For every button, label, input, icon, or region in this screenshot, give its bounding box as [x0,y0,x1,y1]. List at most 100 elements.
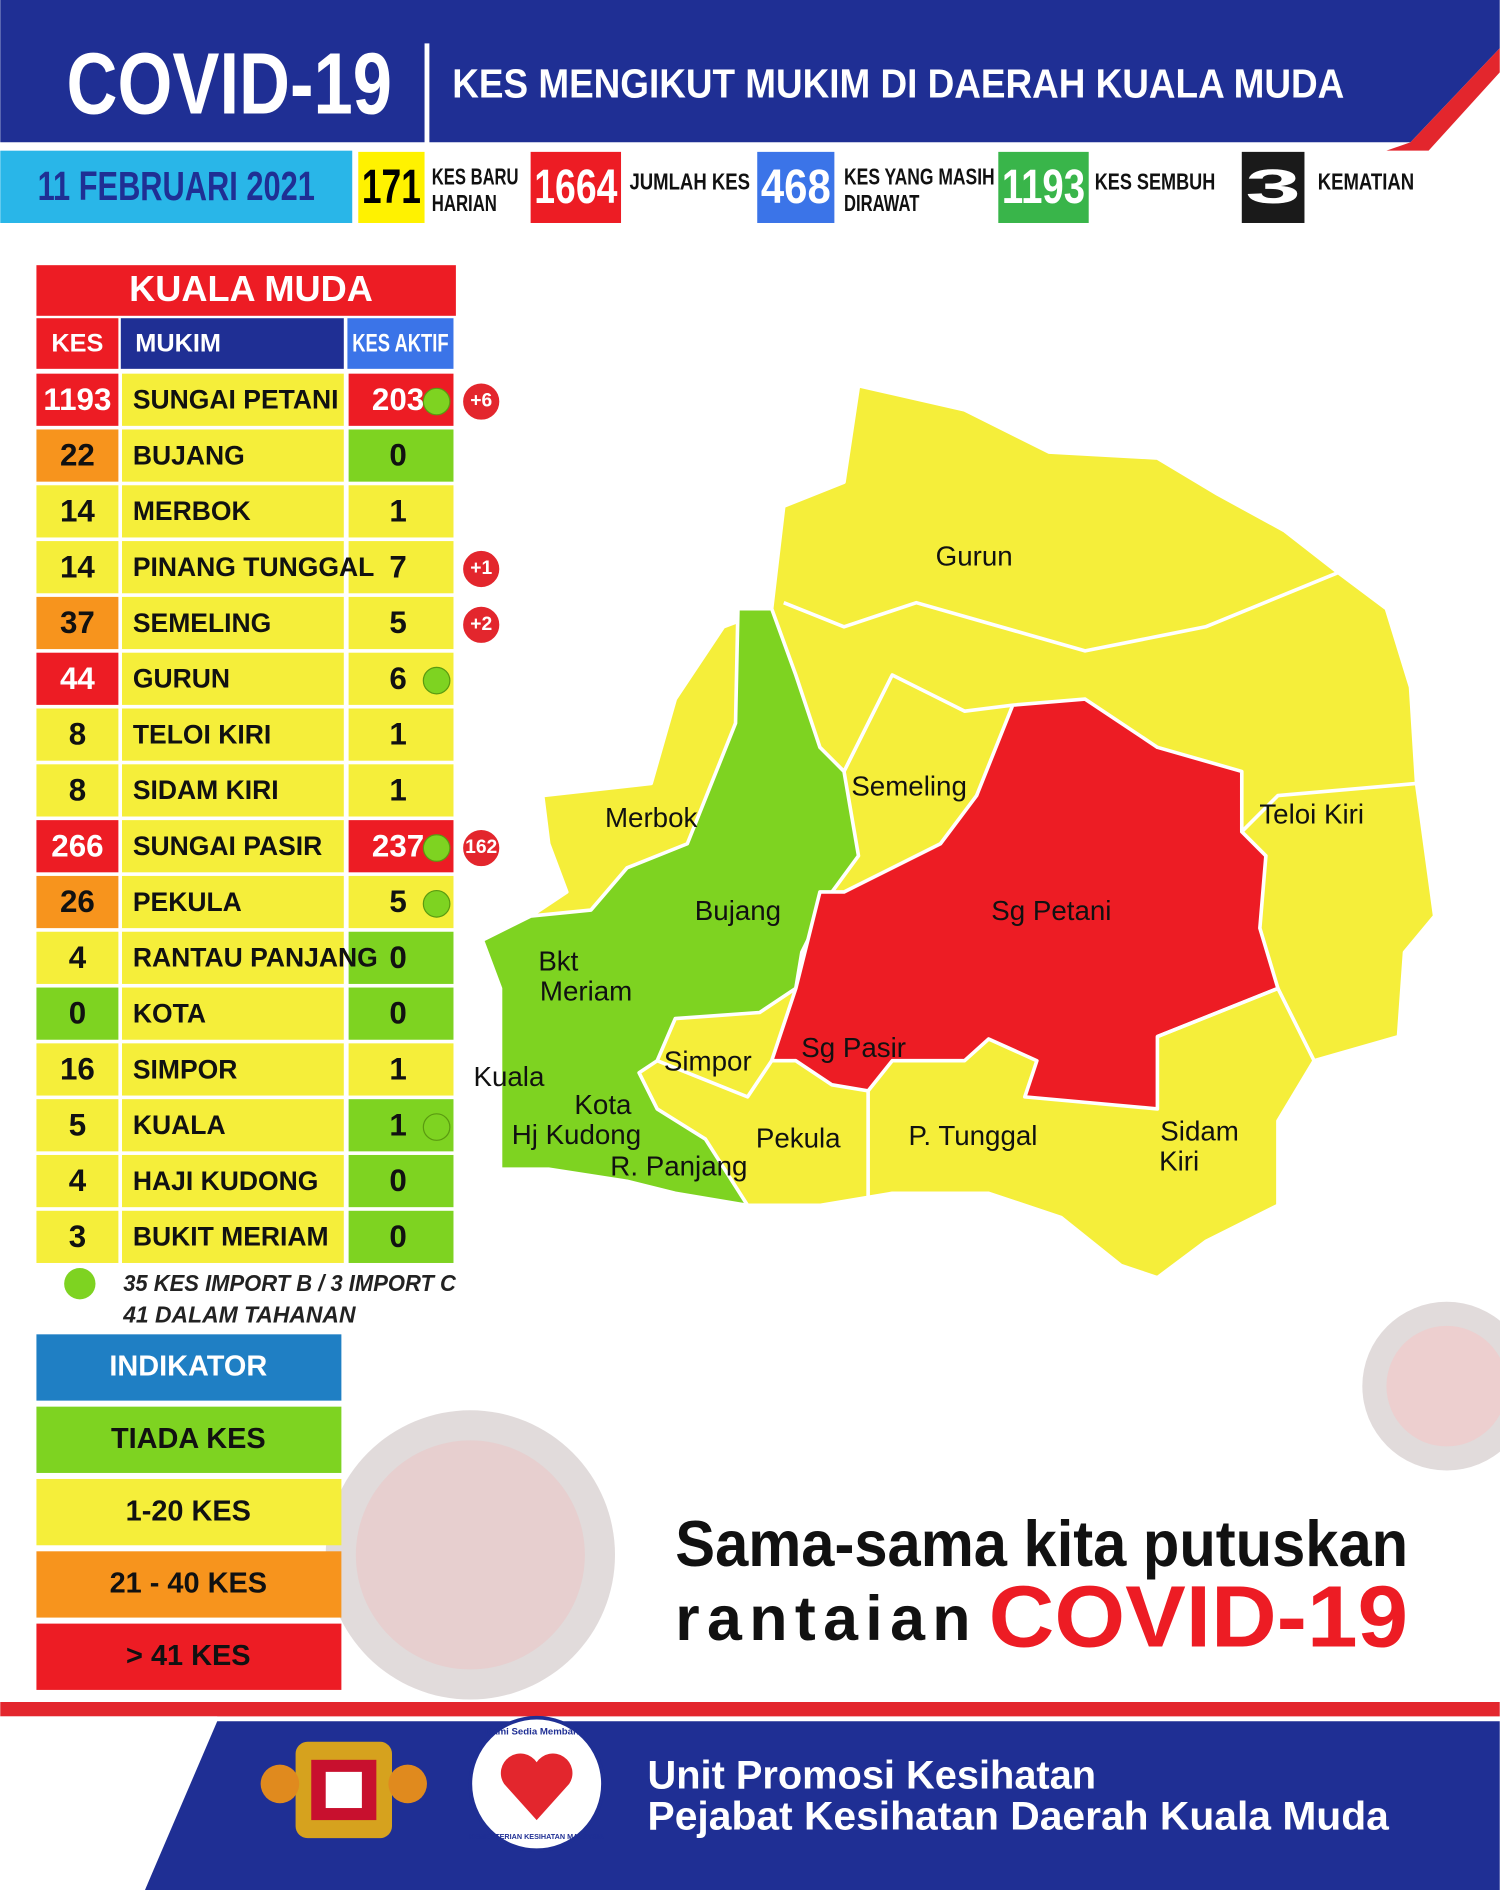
kes-cell [36,373,119,426]
aktif-cell [348,708,454,761]
mukim-cell [122,485,344,538]
aktif-value: 5 [389,605,406,640]
mukim-cell [122,1154,344,1208]
kes-value: 1193 [43,382,111,417]
table-header-cell [347,318,454,369]
import-dot [422,834,451,862]
aktif-cell [348,987,454,1040]
legend-title: INDIKATOR [109,1351,267,1383]
kes-cell [36,875,119,929]
stat-box [998,151,1089,223]
map-label: Pekula [756,1123,841,1154]
mukim-cell [122,1043,344,1096]
map-border [1156,986,1316,1062]
kes-cell [36,596,119,650]
kes-cell [36,1210,119,1263]
kes-cell [36,1099,119,1152]
slogan: rantaian [675,1584,970,1654]
stat-label: DIRAWAT [844,190,919,216]
aktif-cell [348,1154,454,1208]
divider [424,43,430,145]
stat-label: KES BARU [432,163,519,189]
mukim-name: HAJI KUDONG [133,1166,319,1196]
table: KES MUKIM KES AKTIF 1193 SUNGAI PETANI 203 +6 2… [36,318,502,1263]
mukim-cell [122,987,344,1040]
mukim-name: BUJANG [133,440,245,470]
kes-cell [36,485,119,538]
mukim-name: RANTAU PANJANG [133,943,378,973]
aktif-value: 0 [389,940,406,975]
kes-value: 14 [60,549,95,584]
stat-value: 3 [1245,160,1300,214]
badge-text: +1 [470,558,492,579]
mukim-name: SIMPOR [133,1054,238,1084]
kes-value: 16 [60,1052,95,1087]
map-label: Sidam [1160,1115,1239,1146]
import-dot [422,889,451,918]
map-label: Teloi Kiri [1259,798,1364,829]
aktif-value: 1 [389,1107,406,1142]
map-label: Semeling [851,771,967,802]
table-header: KES [51,329,103,357]
kes-value: 3 [69,1219,86,1254]
logo-text: KEMENTERIAN KESIHATAN MALAYSIA [469,1832,605,1841]
badge [460,827,502,869]
map-label: Kiri [1159,1145,1199,1176]
kes-value: 4 [69,1163,87,1198]
footer-text: Unit Promosi Kesihatan [648,1753,1097,1797]
note: 35 KES IMPORT B / 3 IMPORT C [123,1270,456,1296]
slogan: Sama-sama kita putuskan [675,1507,1408,1580]
kes-value: 4 [69,940,87,975]
stat-value: 468 [761,160,831,214]
aktif-cell [348,1210,454,1263]
aktif-value: 5 [389,884,406,919]
legend-title-box [36,1334,342,1401]
aktif-value: 1 [389,773,406,808]
date: 11 FEBRUARI 2021 [38,163,315,209]
kkm-heart [500,1753,573,1821]
kes-value: 44 [60,661,95,696]
kes-value: 14 [60,493,95,528]
map-label: P. Tunggal [909,1120,1038,1151]
badge-text: +2 [470,614,492,635]
import-dot [64,1268,96,1300]
kes-value: 8 [69,717,86,752]
footer-stripe [0,1701,1500,1717]
kes-cell [36,541,119,594]
kes-value: 26 [60,884,95,919]
aktif-value: 0 [389,1219,406,1254]
aktif-cell [348,596,454,650]
mukim-name: PINANG TUNGGAL [133,552,374,582]
map-label: Gurun [936,540,1013,571]
virus-decoration [325,1301,1500,1700]
stat-value: 1193 [1002,160,1085,214]
aktif-value: 203 [372,382,424,417]
legend-box [36,1406,342,1473]
map-label: Hj Kudong [512,1119,641,1150]
kes-value: 266 [51,828,103,863]
table-header-cell [120,318,344,369]
mukim-cell [122,931,344,984]
kes-value: 8 [69,773,86,808]
stat-box [757,151,835,223]
stat-label: HARIAN [432,190,497,216]
mukim-cell [122,373,344,426]
coat-of-arms [260,1741,427,1839]
mukim-cell [122,764,344,817]
stat-label: JUMLAH KES [629,168,750,194]
legend-label: TIADA KES [111,1423,266,1455]
aktif-cell [348,485,454,538]
mukim-name: SUNGAI PASIR [133,831,322,861]
legend-label: > 41 KES [126,1640,251,1672]
mukim-cell [122,596,344,650]
mukim-cell [122,875,344,929]
mukim-cell [122,1099,344,1152]
kes-cell [36,1043,119,1096]
mukim-name: SUNGAI PETANI [133,385,339,415]
mukim-name: BUKIT MERIAM [133,1222,329,1252]
map-label: Merbok [605,802,698,833]
map-border [842,673,1013,773]
table-header-cell [36,318,119,369]
stat-label: KES SEMBUH [1095,168,1216,194]
